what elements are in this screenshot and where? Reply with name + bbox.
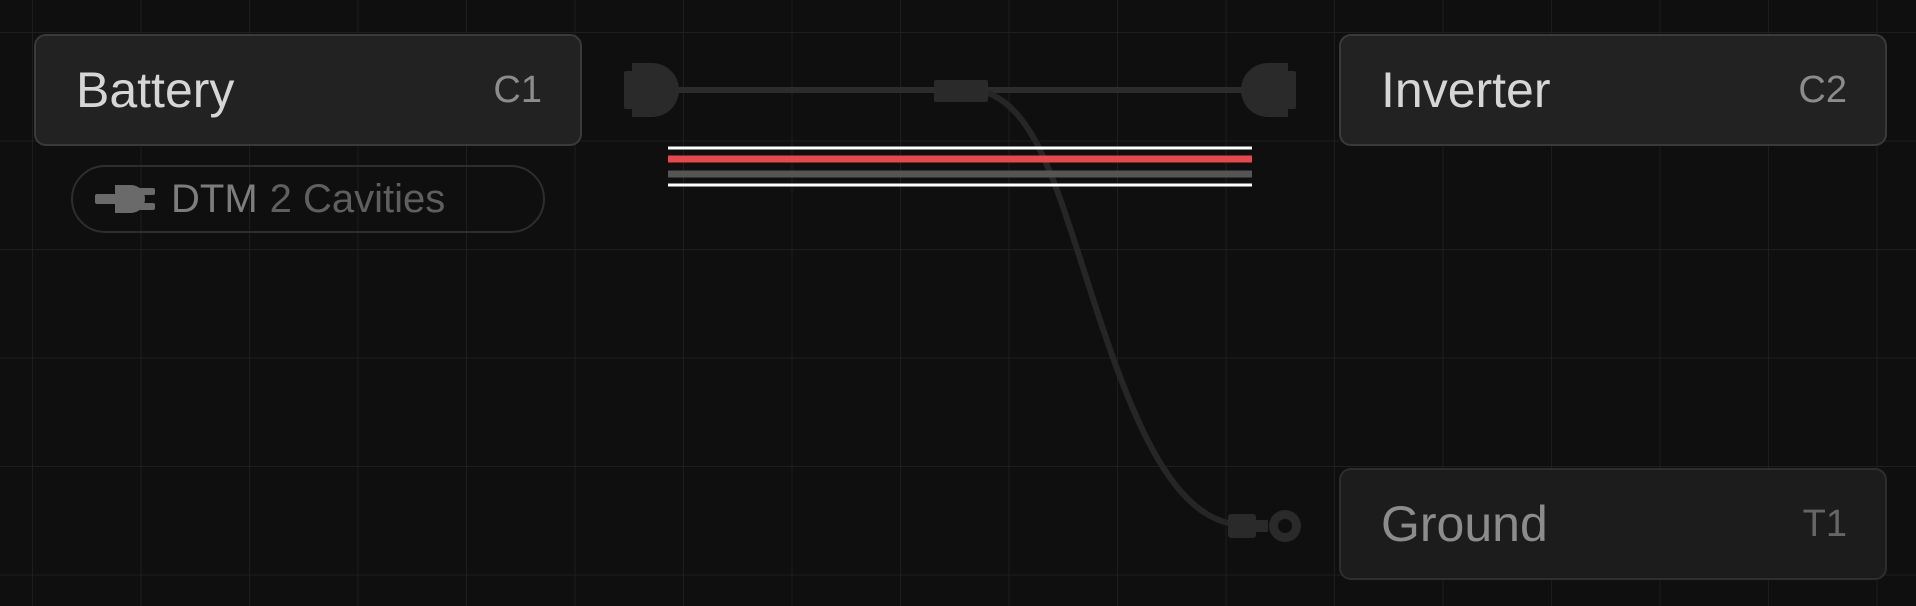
connector-type: DTM bbox=[171, 177, 258, 222]
connector-right-icon[interactable] bbox=[1241, 63, 1296, 117]
node-ground[interactable]: Ground T1 bbox=[1339, 468, 1887, 580]
connector-left-icon[interactable] bbox=[624, 63, 679, 117]
node-name: Battery bbox=[76, 61, 234, 119]
wire-bundle bbox=[668, 148, 1252, 185]
node-code: C1 bbox=[493, 69, 542, 112]
ring-terminal-icon[interactable] bbox=[1228, 510, 1301, 542]
node-code: C2 bbox=[1798, 69, 1847, 112]
plug-icon bbox=[95, 179, 159, 219]
connector-detail: 2 Cavities bbox=[270, 177, 446, 222]
splice-icon[interactable] bbox=[934, 80, 988, 102]
node-name: Inverter bbox=[1381, 61, 1551, 119]
node-inverter[interactable]: Inverter C2 bbox=[1339, 34, 1887, 146]
node-code: T1 bbox=[1803, 503, 1847, 546]
node-battery[interactable]: Battery C1 bbox=[34, 34, 582, 146]
node-name: Ground bbox=[1381, 495, 1548, 553]
connector-badge[interactable]: DTM 2 Cavities bbox=[71, 165, 545, 233]
